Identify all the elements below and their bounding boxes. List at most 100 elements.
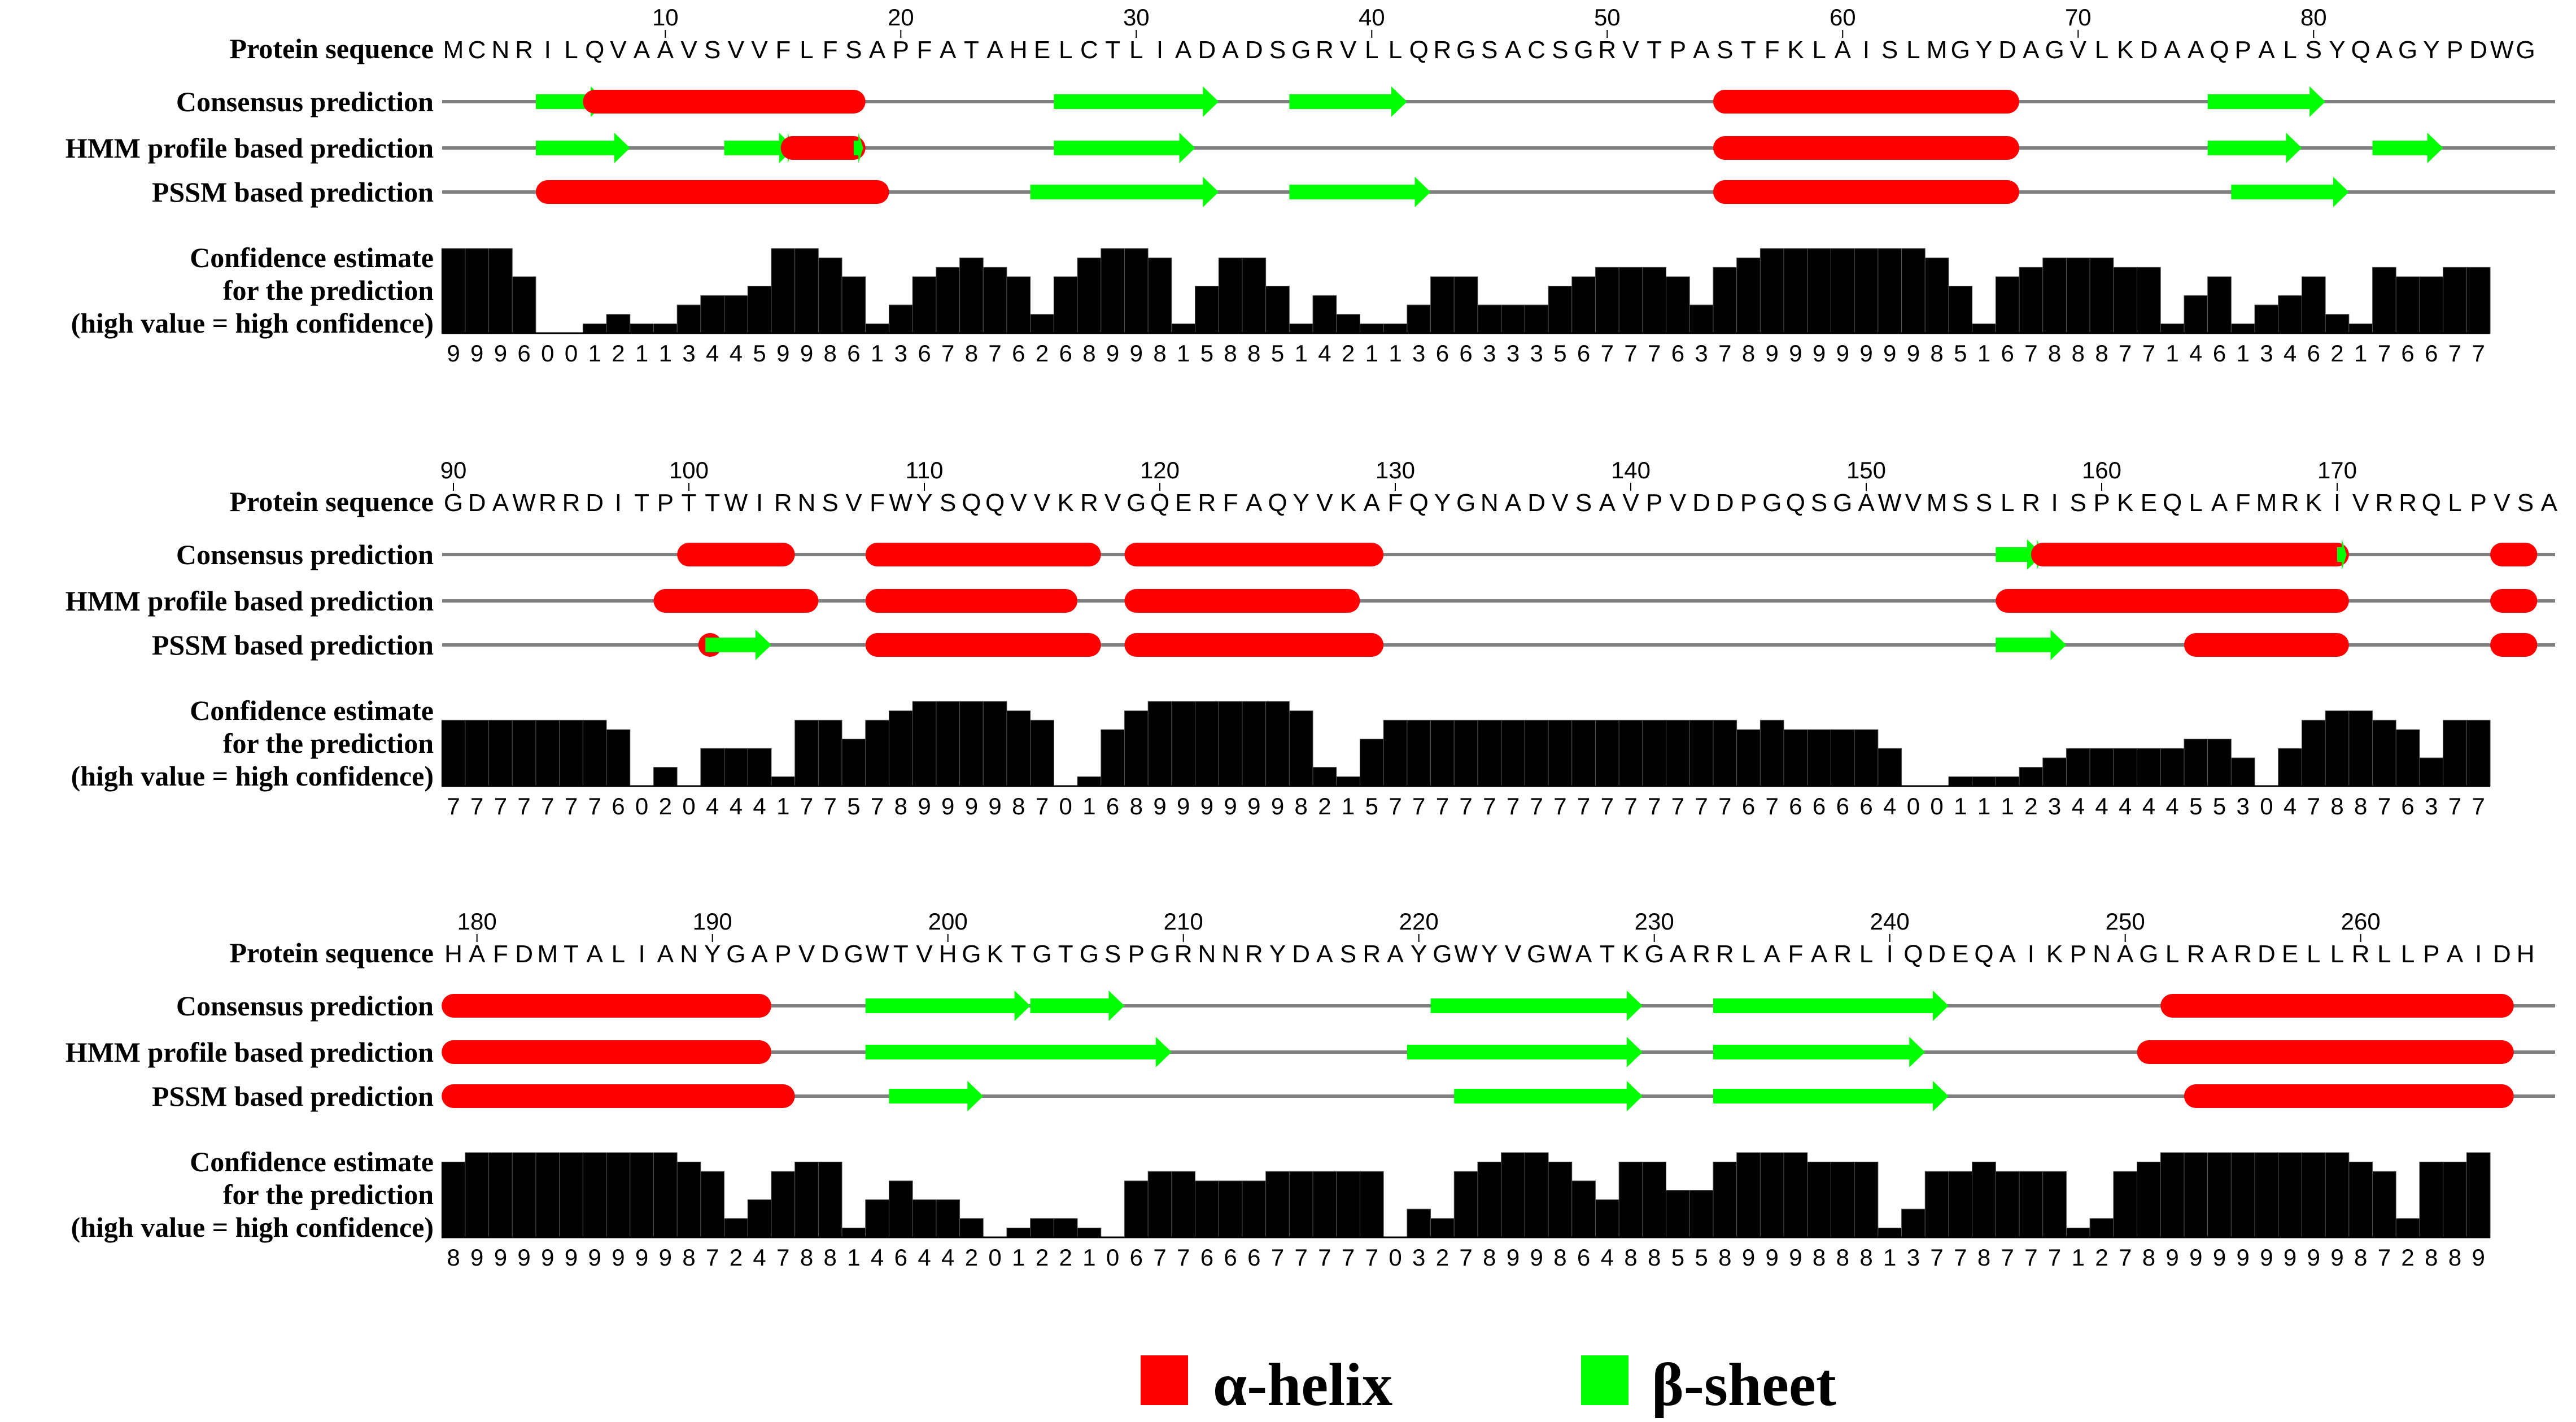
pssm-prediction-label: PSSM based prediction — [152, 629, 434, 661]
hmm-helix-segment — [1124, 589, 1360, 613]
residue-letter: S — [2306, 36, 2322, 64]
hmm-prediction-label: HMM profile based prediction — [66, 132, 434, 164]
confidence-digit: 7 — [2378, 340, 2391, 367]
residue-letter: L — [1859, 940, 1873, 968]
confidence-digit: 8 — [894, 793, 907, 819]
confidence-bar — [1101, 729, 1125, 787]
position-tick-label: 250 — [2106, 908, 2145, 935]
residue-letter: A — [634, 36, 650, 64]
residue-letter: G — [1127, 489, 1146, 517]
confidence-bar — [1147, 258, 1172, 334]
confidence-bar — [2160, 1152, 2185, 1238]
confidence-digit: 8 — [1930, 340, 1943, 367]
confidence-bar — [1689, 304, 1714, 334]
confidence-bar — [630, 323, 654, 334]
confidence-digit: 6 — [1200, 1244, 1213, 1271]
confidence-bar — [1289, 1171, 1313, 1238]
confidence-bar — [2137, 748, 2161, 787]
consensus-helix-segment — [2490, 543, 2538, 566]
confidence-digit: 2 — [2095, 1244, 2108, 1271]
residue-letter: E — [2141, 489, 2157, 517]
position-tick-label: 130 — [1376, 457, 1415, 483]
confidence-digit: 6 — [517, 340, 530, 367]
confidence-bar — [1878, 248, 1902, 334]
confidence-digit: 3 — [1412, 340, 1425, 367]
confidence-digit: 9 — [2165, 1244, 2178, 1271]
confidence-digit: 7 — [2001, 1244, 2014, 1271]
confidence-digit: 9 — [2260, 1244, 2273, 1271]
residue-letter: V — [1670, 489, 1687, 517]
residue-letter: P — [1670, 36, 1686, 64]
residue-letter: A — [2188, 36, 2204, 64]
confidence-bar — [2278, 295, 2302, 334]
hmm-helix-segment — [1713, 136, 2020, 160]
residue-letter: P — [775, 940, 791, 968]
confidence-bar — [1453, 719, 1478, 787]
position-tick-label: 220 — [1399, 908, 1439, 935]
residue-letter: E — [1034, 36, 1050, 64]
residue-letter: D — [2140, 36, 2158, 64]
residue-letter: R — [774, 489, 792, 517]
residue-letter: Q — [2210, 36, 2229, 64]
residue-letter: R — [1434, 36, 1452, 64]
confidence-digit: 1 — [1954, 793, 1967, 819]
confidence-bar — [1924, 258, 1949, 334]
residue-letter: A — [2541, 489, 2558, 517]
confidence-bar — [1642, 1162, 1667, 1238]
residue-letter: D — [1928, 940, 1946, 968]
confidence-bar — [2443, 1162, 2467, 1238]
hmm-helix-segment — [653, 589, 819, 613]
confidence-digit: 1 — [2237, 340, 2250, 367]
residue-letter: T — [1647, 36, 1662, 64]
consensus-helix-segment — [677, 543, 795, 566]
confidence-digit: 7 — [1295, 1244, 1308, 1271]
confidence-digit: 9 — [2307, 1244, 2320, 1271]
confidence-bar — [1524, 304, 1549, 334]
residue-letter: Y — [1411, 940, 1427, 968]
residue-letter: F — [2236, 489, 2251, 517]
confidence-digit: 4 — [753, 793, 766, 819]
residue-letter: N — [798, 489, 816, 517]
confidence-digit: 7 — [1718, 793, 1731, 819]
confidence-bar — [1265, 701, 1290, 787]
confidence-bar — [1077, 1227, 1102, 1238]
confidence-bar — [1336, 314, 1360, 334]
confidence-digit: 5 — [1271, 340, 1284, 367]
confidence-digit: 7 — [1436, 793, 1449, 819]
confidence-digit: 2 — [1036, 1244, 1049, 1271]
confidence-bar — [1713, 1162, 1737, 1238]
confidence-bar — [1878, 1227, 1902, 1238]
confidence-bar — [1501, 304, 1525, 334]
confidence-digit: 7 — [706, 1244, 719, 1271]
confidence-bar — [1430, 719, 1455, 787]
residue-letter: T — [634, 489, 649, 517]
confidence-bar — [1101, 248, 1125, 334]
confidence-digit: 1 — [871, 340, 884, 367]
confidence-digit: 8 — [2072, 340, 2085, 367]
consensus-helix-segment — [865, 543, 1101, 566]
residue-letter: A — [1387, 940, 1404, 968]
confidence-digit: 7 — [1624, 793, 1637, 819]
residue-letter: I — [2334, 489, 2341, 517]
confidence-digit: 7 — [1365, 1244, 1378, 1271]
confidence-bar — [1595, 1199, 1619, 1238]
confidence-bar — [865, 1199, 889, 1238]
confidence-digit: 7 — [1766, 793, 1779, 819]
confidence-digit: 4 — [941, 1244, 954, 1271]
confidence-bar — [582, 1152, 607, 1238]
residue-letter: R — [2352, 940, 2370, 968]
prediction-blocks: Protein sequence Consensus prediction HMM … — [66, 4, 2558, 1271]
confidence-bar — [936, 267, 960, 334]
confidence-bar — [441, 1162, 466, 1238]
residue-letter: W — [2490, 36, 2514, 64]
confidence-bar — [959, 1218, 984, 1238]
confidence-digit: 7 — [1553, 793, 1566, 819]
confidence-digit: 2 — [965, 1244, 978, 1271]
confidence-bar — [1124, 1180, 1149, 1238]
confidence-digit: 7 — [2119, 340, 2132, 367]
confidence-bar — [1548, 1162, 1573, 1238]
confidence-bar — [1995, 776, 2020, 787]
residue-letter: F — [1788, 940, 1803, 968]
position-tick-label: 140 — [1611, 457, 1651, 483]
confidence-digit: 2 — [1036, 340, 1049, 367]
